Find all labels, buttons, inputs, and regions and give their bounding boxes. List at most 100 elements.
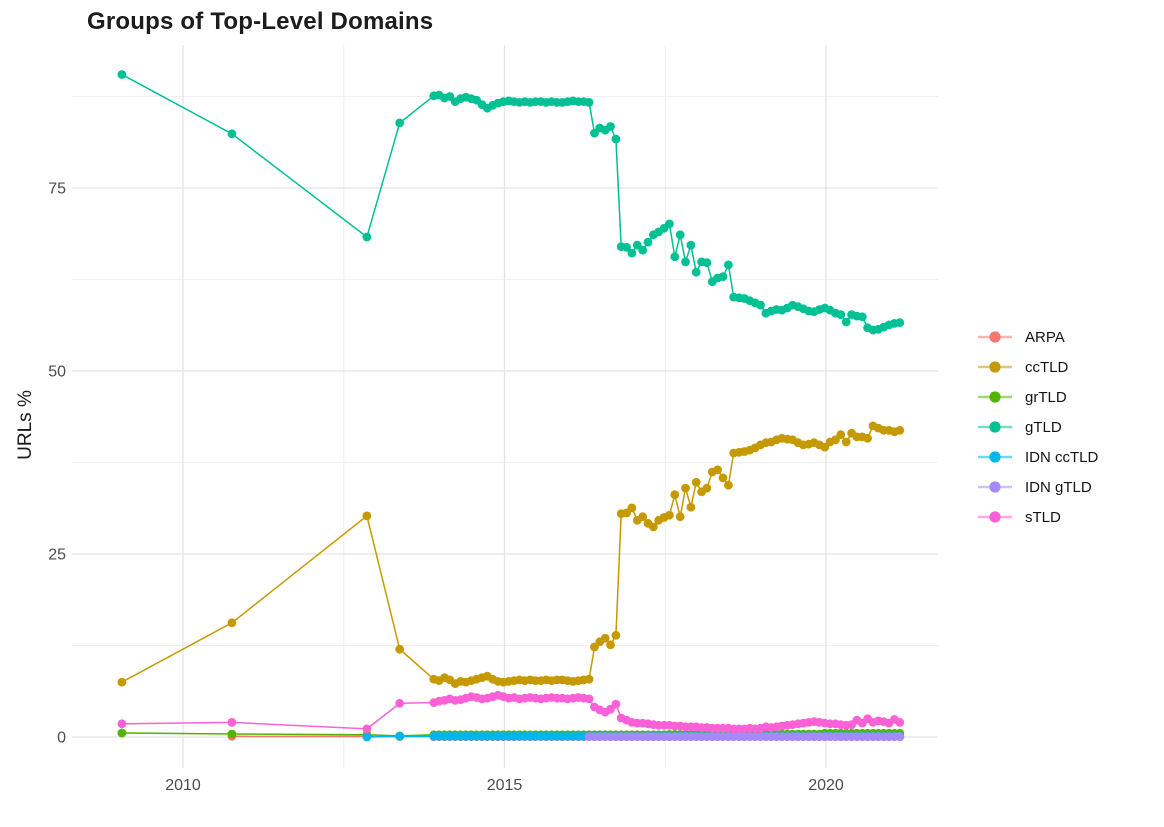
- data-point-gtld: [857, 312, 867, 322]
- legend-key-icon: [978, 481, 1012, 493]
- data-point-gtld: [584, 98, 594, 107]
- data-point-cctld: [724, 480, 733, 490]
- legend-key-icon: [978, 421, 1012, 433]
- data-point-gtld: [691, 267, 701, 277]
- legend-key-icon: [978, 511, 1012, 523]
- legend-key-dot: [989, 421, 1001, 433]
- data-point-cctld: [675, 512, 685, 522]
- data-point-cctld: [702, 483, 712, 493]
- legend-key-icon: [978, 331, 1012, 343]
- data-point-gtld: [841, 317, 851, 327]
- legend-key-dot: [989, 331, 1001, 343]
- data-point-cctld: [584, 674, 594, 684]
- data-point-gtld: [675, 230, 685, 240]
- data-point-cctld: [362, 511, 372, 521]
- legend-item: IDN gTLD: [977, 472, 1098, 502]
- x-tick-label: 2020: [808, 777, 844, 794]
- y-tick-label: 75: [48, 181, 66, 198]
- data-point-idn-cctld: [362, 732, 372, 742]
- data-point-gtld: [117, 70, 127, 79]
- legend: ARPA ccTLD grTLD gTLD IDN ccTLD IDN gTLD sTLD: [977, 322, 1098, 532]
- legend-key-dot: [989, 511, 1001, 523]
- data-point-idn-gtld: [895, 732, 905, 741]
- data-point-gtld: [638, 245, 648, 255]
- data-point-cctld: [600, 633, 610, 643]
- data-point-gtld: [724, 260, 733, 270]
- data-point-stld: [227, 718, 237, 727]
- data-point-stld: [362, 724, 372, 734]
- data-point-cctld: [841, 437, 851, 447]
- legend-key-icon: [978, 451, 1012, 463]
- series-line-gtld: [121, 73, 900, 331]
- legend-item-label: IDN ccTLD: [1025, 448, 1099, 466]
- data-point-gtld: [622, 242, 631, 252]
- y-tick-label: 50: [48, 364, 66, 381]
- data-point-gtld: [606, 122, 615, 131]
- legend-item-label: gTLD: [1025, 418, 1062, 436]
- data-point-gtld: [836, 310, 846, 319]
- data-point-gtld: [665, 219, 674, 229]
- data-point-idn-cctld: [395, 731, 405, 741]
- legend-key-dot: [989, 361, 1001, 373]
- legend-item-label: ccTLD: [1025, 358, 1069, 376]
- data-point-gtld: [227, 129, 237, 139]
- data-point-gtld: [686, 240, 696, 250]
- legend-key-icon: [978, 391, 1012, 403]
- data-point-gtld: [681, 257, 690, 267]
- data-point-cctld: [227, 618, 237, 628]
- data-point-stld: [895, 718, 905, 727]
- data-point-grtld: [117, 728, 127, 738]
- legend-item-label: ARPA: [1025, 328, 1065, 346]
- legend-item-label: IDN gTLD: [1025, 478, 1092, 496]
- data-point-gtld: [643, 237, 653, 247]
- legend-item: ARPA: [977, 322, 1098, 352]
- data-point-gtld: [702, 258, 712, 268]
- y-tick-label: 0: [57, 730, 66, 747]
- x-tick-label: 2015: [487, 777, 523, 794]
- data-point-gtld: [627, 248, 637, 258]
- data-point-cctld: [649, 522, 658, 532]
- data-point-cctld: [638, 512, 648, 522]
- legend-item: gTLD: [977, 412, 1098, 442]
- legend-item: grTLD: [977, 382, 1098, 412]
- data-point-gtld: [895, 318, 905, 328]
- data-point-cctld: [611, 630, 621, 640]
- data-point-cctld: [681, 483, 690, 493]
- data-point-cctld: [713, 465, 722, 475]
- data-point-cctld: [117, 677, 127, 687]
- series-line-cctld: [121, 424, 901, 685]
- legend-key-icon: [978, 361, 1012, 373]
- data-point-grtld: [227, 729, 237, 739]
- data-point-gtld: [611, 134, 621, 144]
- legend-item-label: sTLD: [1025, 508, 1061, 526]
- legend-item: sTLD: [977, 502, 1098, 532]
- legend-key-dot: [989, 391, 1001, 403]
- data-point-cctld: [670, 490, 680, 500]
- data-point-cctld: [718, 473, 728, 483]
- legend-item: ccTLD: [977, 352, 1098, 382]
- y-tick-label: 25: [48, 547, 66, 564]
- data-point-stld: [611, 699, 621, 709]
- data-point-cctld: [895, 425, 905, 435]
- data-point-cctld: [691, 477, 701, 487]
- data-point-stld: [117, 719, 127, 729]
- data-point-cctld: [627, 503, 637, 513]
- data-point-stld: [395, 698, 405, 708]
- data-point-gtld: [756, 300, 765, 310]
- data-point-cctld: [836, 430, 846, 440]
- data-point-gtld: [670, 252, 680, 262]
- data-point-gtld: [362, 232, 372, 242]
- data-point-gtld: [718, 272, 728, 281]
- data-point-cctld: [665, 510, 674, 520]
- legend-item: IDN ccTLD: [977, 442, 1098, 472]
- data-point-gtld: [395, 118, 405, 128]
- data-point-cctld: [686, 502, 696, 512]
- data-point-stld: [584, 694, 594, 704]
- legend-key-dot: [989, 451, 1001, 463]
- chart-title: Groups of Top-Level Domains: [87, 8, 434, 35]
- legend-key-dot: [989, 481, 1001, 493]
- data-point-cctld: [606, 640, 615, 650]
- x-tick-label: 2010: [165, 777, 201, 794]
